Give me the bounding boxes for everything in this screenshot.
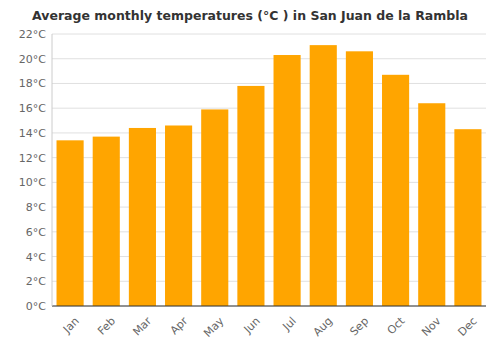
y-tick-label: 10°C: [19, 176, 46, 189]
y-axis: 0°C 2°C 4°C 6°C 8°C 10°C 12°C 14°C 16°C 18°C 20°C 2…: [19, 28, 46, 313]
x-tick-label: Feb: [95, 315, 118, 338]
y-tick-label: 8°C: [26, 201, 46, 214]
y-tick-label: 16°C: [19, 102, 46, 115]
y-tick-label: 18°C: [19, 77, 46, 90]
x-tick-label: Nov: [419, 314, 444, 339]
bar: [129, 128, 156, 306]
bar: [274, 55, 301, 306]
y-grid-line: [52, 306, 486, 307]
bar: [57, 140, 84, 306]
bar: [165, 125, 192, 306]
x-tick-label: Dec: [455, 315, 479, 339]
x-axis: Jan Feb Mar Apr May Jun Jul Aug Sep Oct Nov Dec: [60, 314, 480, 340]
y-grid-line: [52, 34, 486, 35]
x-tick-label: Sep: [347, 315, 371, 339]
y-grid-line: [52, 58, 486, 59]
y-tick-label: 4°C: [26, 251, 46, 264]
bar: [237, 86, 264, 306]
y-tick-label: 12°C: [19, 152, 46, 165]
chart-container: Average monthly temperatures (°C ) in Sa…: [0, 0, 500, 350]
x-tick-label: Mar: [130, 314, 154, 338]
bar: [346, 51, 373, 306]
x-tick-label: Jul: [280, 315, 299, 334]
grid: [52, 34, 486, 306]
chart: Average monthly temperatures (°C ) in Sa…: [0, 0, 500, 350]
bar: [310, 45, 337, 306]
y-tick-label: 22°C: [19, 28, 46, 41]
x-tick-label: Jun: [241, 315, 263, 337]
x-tick-label: Apr: [168, 314, 191, 337]
x-tick-label: May: [201, 314, 227, 340]
y-tick-label: 6°C: [26, 226, 46, 239]
x-axis-line: [52, 306, 486, 307]
bar: [418, 103, 445, 306]
bar: [201, 109, 228, 306]
bar: [454, 129, 481, 306]
y-tick-label: 20°C: [19, 53, 46, 66]
bar: [93, 137, 120, 306]
y-tick-label: 14°C: [19, 127, 46, 140]
bars: [57, 45, 482, 306]
bar: [382, 75, 409, 306]
title: Average monthly temperatures (°C ) in Sa…: [32, 8, 468, 23]
x-tick-label: Jan: [60, 315, 82, 337]
x-tick-label: Oct: [385, 314, 408, 337]
y-tick-label: 0°C: [26, 300, 46, 313]
x-tick-label: Aug: [311, 315, 335, 339]
y-grid-line: [52, 83, 486, 84]
y-tick-label: 2°C: [26, 275, 46, 288]
y-axis-line: [52, 34, 53, 306]
